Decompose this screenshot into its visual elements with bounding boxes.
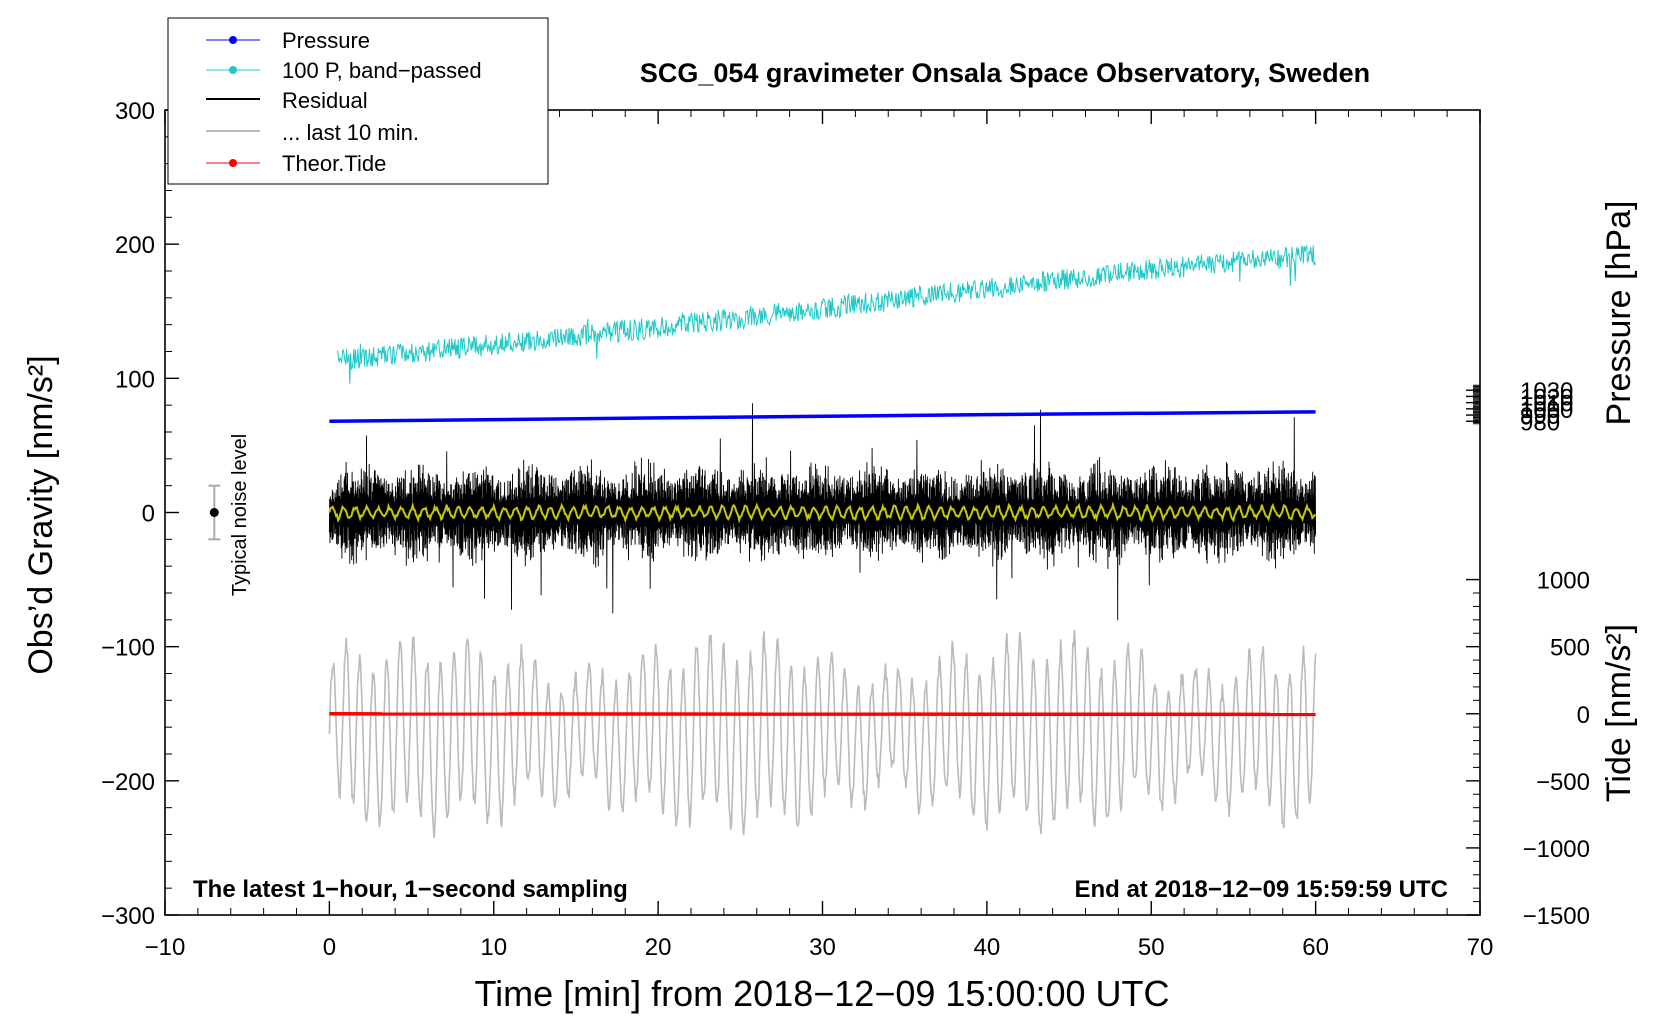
tide-tick-label: 1000 bbox=[1537, 568, 1590, 595]
legend-label-bandpassed: 100 P, band−passed bbox=[282, 58, 482, 83]
series-layer bbox=[328, 244, 1317, 839]
y-tick-label: 0 bbox=[142, 501, 155, 528]
y-axis-label-pressure: Pressure [hPa] bbox=[1600, 201, 1638, 426]
series-residual bbox=[328, 403, 1317, 621]
tide-tick-label: −1500 bbox=[1523, 903, 1590, 930]
y-tick-label: 300 bbox=[115, 98, 155, 125]
x-tick-label: 30 bbox=[809, 934, 836, 961]
x-tick-label: 60 bbox=[1302, 934, 1329, 961]
x-tick-label: 40 bbox=[974, 934, 1001, 961]
y-tick-label: −100 bbox=[101, 635, 155, 662]
y-tick-label: −300 bbox=[101, 903, 155, 930]
x-tick-label: 20 bbox=[645, 934, 672, 961]
noise-center-dot bbox=[209, 508, 219, 517]
pressure-tick-label: 1000 bbox=[1520, 397, 1573, 424]
series-theoretical-tide bbox=[329, 712, 1316, 717]
legend-marker-bandpassed bbox=[229, 66, 237, 74]
annotation-bottom-right: End at 2018−12−09 15:59:59 UTC bbox=[1074, 876, 1448, 903]
legend: Pressure 100 P, band−passed Residual ...… bbox=[167, 17, 549, 185]
legend-marker-tide bbox=[229, 159, 237, 167]
x-tick-label: 0 bbox=[323, 934, 336, 961]
pressure-tick-label: 980 bbox=[1520, 409, 1560, 436]
y-tick-label: 200 bbox=[115, 232, 155, 259]
pressure-tick-label: 1010 bbox=[1520, 391, 1573, 418]
x-tick-label: 50 bbox=[1138, 934, 1165, 961]
legend-label-tide: Theor.Tide bbox=[282, 151, 386, 176]
x-tick-label: 10 bbox=[480, 934, 507, 961]
chart-title: SCG_054 gravimeter Onsala Space Observat… bbox=[640, 58, 1370, 88]
axes-layer: −10 0 10 20 30 40 50 60 70−300−200−1000100200300… bbox=[101, 98, 1590, 961]
legend-box bbox=[167, 17, 549, 185]
pressure-tick-label: 1030 bbox=[1520, 378, 1573, 405]
x-tick-label: −10 bbox=[145, 934, 186, 961]
y-tick-label: −200 bbox=[101, 769, 155, 796]
pressure-tick-label: 990 bbox=[1520, 403, 1560, 430]
x-axis-label: Time [min] from 2018−12−09 15:00:00 UTC bbox=[474, 973, 1169, 1014]
tide-tick-label: −500 bbox=[1536, 769, 1590, 796]
noise-level-label: Typical noise level bbox=[229, 434, 251, 596]
pressure-tick-label: 1020 bbox=[1520, 384, 1573, 411]
series-residual-smoothed bbox=[328, 501, 1317, 524]
legend-marker-pressure bbox=[229, 36, 237, 44]
x-tick-label: 70 bbox=[1467, 934, 1494, 961]
y-axis-label-tide: Tide [nm/s²] bbox=[1600, 624, 1638, 802]
tide-tick-label: 0 bbox=[1577, 702, 1590, 729]
tide-tick-label: −1000 bbox=[1523, 836, 1590, 863]
noise-level-indicator bbox=[208, 484, 221, 541]
annotation-bottom-left: The latest 1−hour, 1−second sampling bbox=[193, 876, 628, 903]
series-last-10-min bbox=[328, 630, 1317, 839]
series-band-passed-pressure bbox=[337, 244, 1317, 384]
tide-tick-label: 500 bbox=[1550, 635, 1590, 662]
y-tick-label: 100 bbox=[115, 366, 155, 393]
y-axis-label-left: Obs’d Gravity [nm/s²] bbox=[22, 355, 60, 674]
legend-label-last10: ... last 10 min. bbox=[282, 120, 419, 145]
legend-label-pressure: Pressure bbox=[282, 28, 370, 53]
series-pressure bbox=[329, 410, 1316, 424]
legend-label-residual: Residual bbox=[282, 88, 368, 113]
